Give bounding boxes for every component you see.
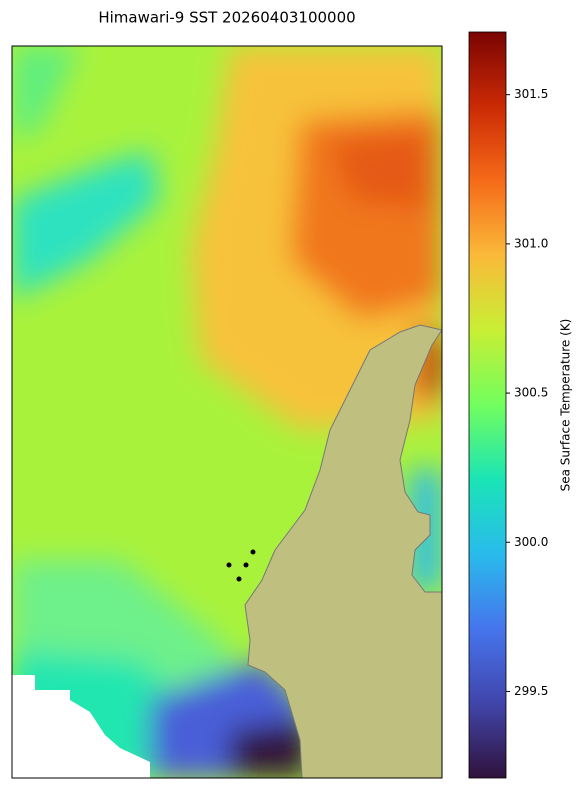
chart-title: Himawari-9 SST 20260403100000	[98, 9, 355, 27]
sst-map	[12, 46, 442, 778]
colorbar	[468, 31, 507, 779]
colorbar-tick-label: 301.0	[514, 236, 548, 250]
colorbar-tick-label: 299.5	[514, 684, 548, 698]
map-frame	[11, 45, 443, 779]
colorbar-tick-label: 300.0	[514, 535, 548, 549]
colorbar-tick-label: 300.5	[514, 386, 548, 400]
colorbar-label: Sea Surface Temperature (K)	[559, 319, 573, 492]
colorbar-tick-label: 301.5	[514, 87, 548, 101]
